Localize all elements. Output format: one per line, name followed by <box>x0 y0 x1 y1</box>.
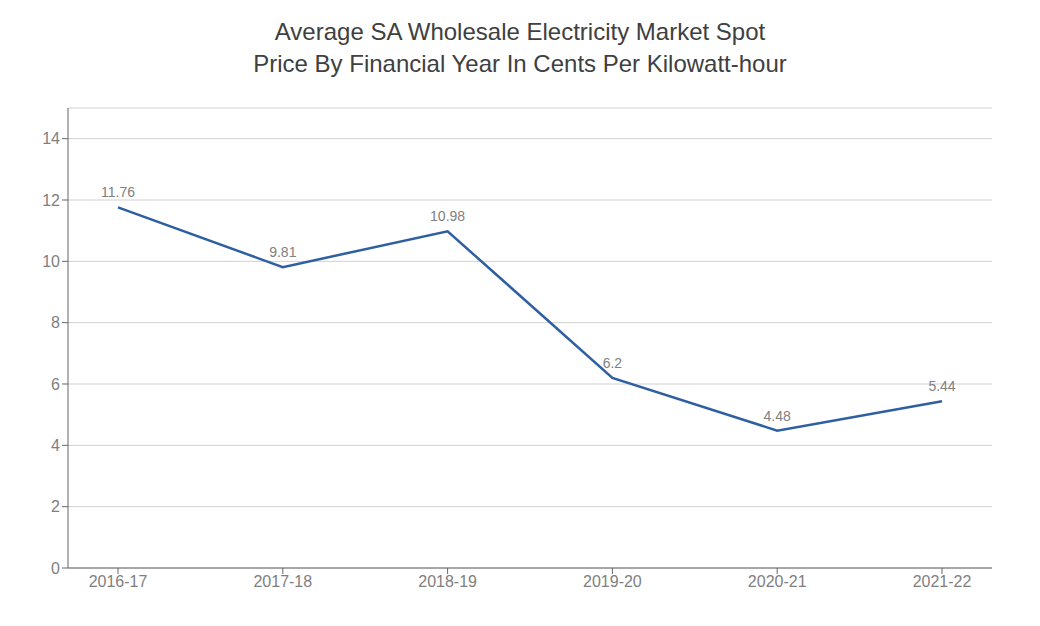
svg-text:12: 12 <box>42 192 60 209</box>
svg-text:2021-22: 2021-22 <box>913 573 972 590</box>
svg-text:2018-19: 2018-19 <box>418 573 477 590</box>
svg-text:11.76: 11.76 <box>101 184 135 200</box>
svg-text:4: 4 <box>51 437 60 454</box>
svg-text:8: 8 <box>51 314 60 331</box>
svg-text:6.2: 6.2 <box>603 355 623 371</box>
svg-text:10.98: 10.98 <box>430 208 465 224</box>
svg-text:10: 10 <box>42 253 60 270</box>
svg-text:2016-17: 2016-17 <box>89 573 148 590</box>
svg-text:2017-18: 2017-18 <box>253 573 312 590</box>
svg-text:6: 6 <box>51 376 60 393</box>
svg-text:4.48: 4.48 <box>764 408 791 424</box>
svg-text:0: 0 <box>51 560 60 577</box>
svg-text:5.44: 5.44 <box>928 378 955 394</box>
svg-text:14: 14 <box>42 130 60 147</box>
svg-text:2: 2 <box>51 498 60 515</box>
html-text:Price By Financial Year In Cen: Price By Financial Year In Cents Per Kil… <box>253 50 787 77</box>
svg-text:2020-21: 2020-21 <box>748 573 807 590</box>
svg-text:9.81: 9.81 <box>269 244 296 260</box>
svg-text:2019-20: 2019-20 <box>583 573 642 590</box>
html-text:Average SA Wholesale Electrici: Average SA Wholesale Electricity Market … <box>274 17 766 45</box>
